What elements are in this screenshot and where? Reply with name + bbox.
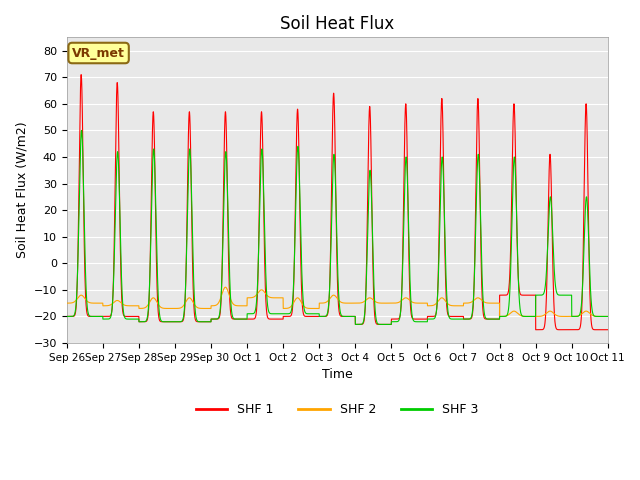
X-axis label: Time: Time bbox=[322, 368, 353, 381]
Y-axis label: Soil Heat Flux (W/m2): Soil Heat Flux (W/m2) bbox=[15, 122, 28, 259]
Legend: SHF 1, SHF 2, SHF 3: SHF 1, SHF 2, SHF 3 bbox=[191, 398, 484, 421]
Text: VR_met: VR_met bbox=[72, 47, 125, 60]
Title: Soil Heat Flux: Soil Heat Flux bbox=[280, 15, 394, 33]
